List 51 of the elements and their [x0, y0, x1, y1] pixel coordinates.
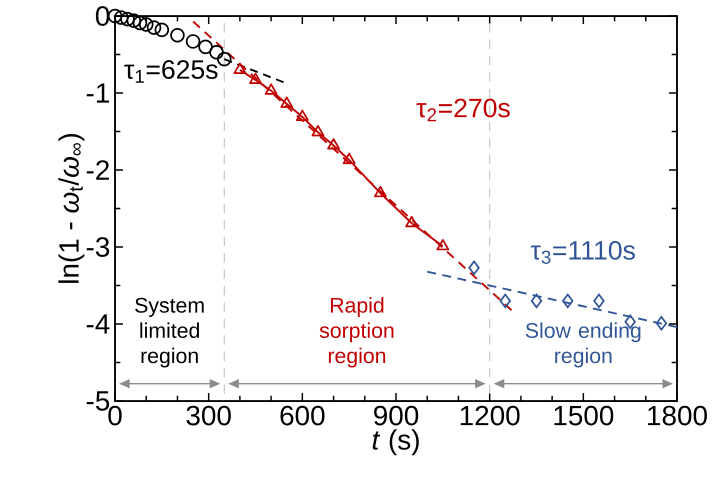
point — [154, 22, 170, 38]
annotation: Rapid sorption region — [320, 297, 394, 368]
annotation: τ$_{1}$=625s — [124, 60, 218, 83]
point — [312, 125, 324, 136]
x-tick-label: 1800 — [648, 406, 707, 426]
point — [234, 62, 246, 74]
point — [530, 294, 542, 308]
annotation: τ$_{2}$=270s — [416, 98, 510, 122]
y-tick-label: -1 — [86, 83, 109, 103]
point — [126, 13, 141, 28]
point — [500, 294, 511, 308]
point — [342, 152, 356, 164]
point — [186, 34, 200, 49]
x-axis-title: t (s) — [372, 429, 419, 456]
annotation: System limited region — [135, 298, 204, 368]
annotation: τ$_{3}$=1110s — [530, 240, 635, 264]
point — [108, 8, 122, 24]
x-tick-label: 900 — [374, 406, 418, 426]
point — [249, 72, 262, 84]
annotation: Slow ending region — [526, 322, 640, 368]
point — [280, 96, 294, 108]
point — [138, 17, 154, 32]
point — [593, 294, 605, 308]
point — [296, 110, 309, 121]
point — [468, 260, 480, 276]
point — [114, 10, 128, 25]
point — [405, 216, 418, 228]
point — [217, 52, 232, 66]
x-tick-label: 300 — [186, 406, 231, 426]
y-tick-label: 0 — [96, 6, 110, 26]
y-axis-title: ln(1 - ω$_{t}$/ω$_{∞}$) — [58, 134, 84, 283]
x-tick-label: 1500 — [554, 406, 614, 426]
point — [132, 16, 148, 30]
y-tick-label: -2 — [86, 160, 109, 180]
y-tick-label: -5 — [86, 391, 110, 411]
y-tick-label: -3 — [86, 237, 110, 257]
point — [562, 294, 574, 308]
point — [264, 83, 278, 95]
x-tick-label: 600 — [280, 406, 325, 426]
point — [436, 239, 450, 250]
point — [374, 186, 387, 198]
x-tick-label: 1200 — [460, 406, 520, 426]
point — [120, 12, 135, 26]
point — [146, 20, 162, 35]
point — [198, 40, 213, 54]
x-tick-label: 0 — [108, 406, 122, 426]
point — [656, 316, 668, 330]
point — [170, 28, 185, 43]
point — [209, 44, 224, 60]
point — [327, 138, 340, 150]
y-tick-label: -4 — [86, 314, 110, 334]
